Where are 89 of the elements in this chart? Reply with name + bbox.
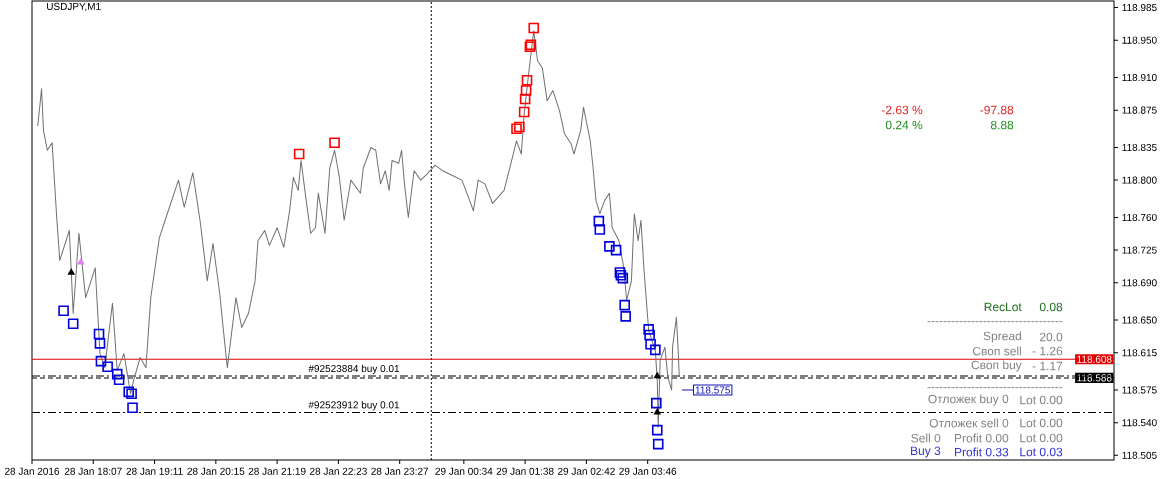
point [528, 22, 540, 34]
point [329, 137, 340, 149]
annotation: Отложек buy 0 [928, 394, 1009, 406]
point [94, 338, 106, 349]
point [518, 106, 530, 118]
point [610, 244, 622, 256]
point [58, 305, 69, 317]
point [293, 148, 305, 160]
point [521, 75, 533, 86]
y-tick-label: 118.950 [1122, 36, 1157, 44]
annotation: Своп sell [972, 346, 1021, 356]
point [520, 85, 532, 96]
y-tick-label: 118.985 [1122, 3, 1157, 12]
y-tick-label: 118.575 [1122, 386, 1157, 394]
point [519, 93, 531, 105]
chart-title: USDJPY,M1 [47, 2, 101, 12]
x-tick-label: 29 Jan 01:38 [496, 467, 554, 475]
point [113, 374, 125, 386]
y-tick-label: 118.540 [1122, 419, 1157, 427]
point [77, 258, 85, 265]
y-tick-label: 118.615 [1122, 349, 1157, 357]
y-tick-label: 118.650 [1122, 316, 1157, 324]
annotation: -2.63 % [881, 105, 923, 115]
annotation: - 1.17 [1032, 361, 1063, 371]
point [619, 299, 631, 311]
y-tick-label: 118.800 [1122, 176, 1157, 184]
annotation: Buy 3 [911, 446, 941, 458]
point [652, 438, 664, 450]
x-tick-label: 29 Jan 00:34 [435, 467, 493, 475]
x-tick-label: 28 Jan 21:19 [248, 467, 306, 475]
y-tick-label: 118.725 [1122, 246, 1157, 254]
annotation: Своп buy [971, 360, 1022, 372]
point [594, 224, 606, 235]
annotation: RecLot [984, 302, 1022, 312]
y-tick-label: 118.835 [1122, 143, 1157, 152]
x-tick-label: 28 Jan 19:11 [126, 467, 183, 475]
annotation: 0.08 [1039, 302, 1063, 312]
point [651, 424, 663, 436]
annotation: - 1.26 [1032, 346, 1063, 356]
annotation: Sell 0 [911, 433, 941, 443]
point [654, 408, 661, 415]
ref-line-label: 118.588 [1077, 374, 1112, 382]
x-tick-label: 28 Jan 23:27 [371, 467, 429, 475]
y-tick-label: 118.690 [1122, 279, 1157, 287]
annotation: 20.0 [1039, 332, 1063, 342]
point [654, 372, 661, 379]
y-tick-label: 118.505 [1122, 451, 1157, 459]
point [93, 328, 105, 340]
y-tick-label: 118.910 [1122, 73, 1157, 82]
annotation: Lot 0.00 [1020, 395, 1063, 405]
annotation: ---------------------------------- [927, 387, 1063, 389]
annotation: Profit 0.33 [955, 447, 1009, 457]
point [644, 329, 655, 341]
annotation: Lot 0.03 [1020, 447, 1063, 457]
point [67, 318, 79, 330]
annotation: ---------------------------------- [927, 321, 1063, 323]
point [604, 241, 615, 252]
x-tick-label: 28 Jan 18:07 [64, 467, 122, 475]
x-tick-label: 28 Jan 2016 [4, 467, 60, 475]
point [645, 339, 656, 350]
point [620, 311, 631, 322]
annotation: 0.24 % [885, 120, 923, 130]
x-tick-label: 29 Jan 03:46 [619, 467, 677, 475]
x-tick-label: 28 Jan 22:23 [310, 467, 367, 475]
annotation: Profit 0.00 [955, 433, 1009, 443]
annotation: Lot 0.00 [1020, 433, 1063, 443]
annotation: -97.88 [980, 105, 1014, 115]
annotation: 118.575 [695, 386, 730, 394]
point [68, 268, 75, 275]
point [593, 215, 605, 227]
x-tick-label: 29 Jan 02:42 [558, 467, 615, 475]
annotation: Lot 0.00 [1020, 418, 1063, 428]
annotation: Отложек sell 0 [929, 418, 1009, 428]
point [102, 361, 113, 373]
point [651, 397, 662, 409]
y-tick-label: 118.760 [1122, 213, 1157, 221]
y-tick-label: 118.875 [1122, 106, 1157, 114]
annotation: 8.88 [990, 120, 1014, 130]
point [95, 355, 107, 367]
ref-line-label: #92523884 buy 0.01 [308, 364, 400, 375]
line-series [37, 30, 680, 428]
ref-line-label: #92523912 buy 0.01 [308, 401, 400, 411]
annotation: Spread [983, 331, 1021, 343]
point [111, 368, 123, 380]
point [127, 402, 138, 414]
x-tick-label: 28 Jan 20:15 [187, 467, 245, 475]
point [643, 324, 654, 335]
ref-line-label: 118.608 [1077, 355, 1112, 363]
point [650, 344, 661, 356]
